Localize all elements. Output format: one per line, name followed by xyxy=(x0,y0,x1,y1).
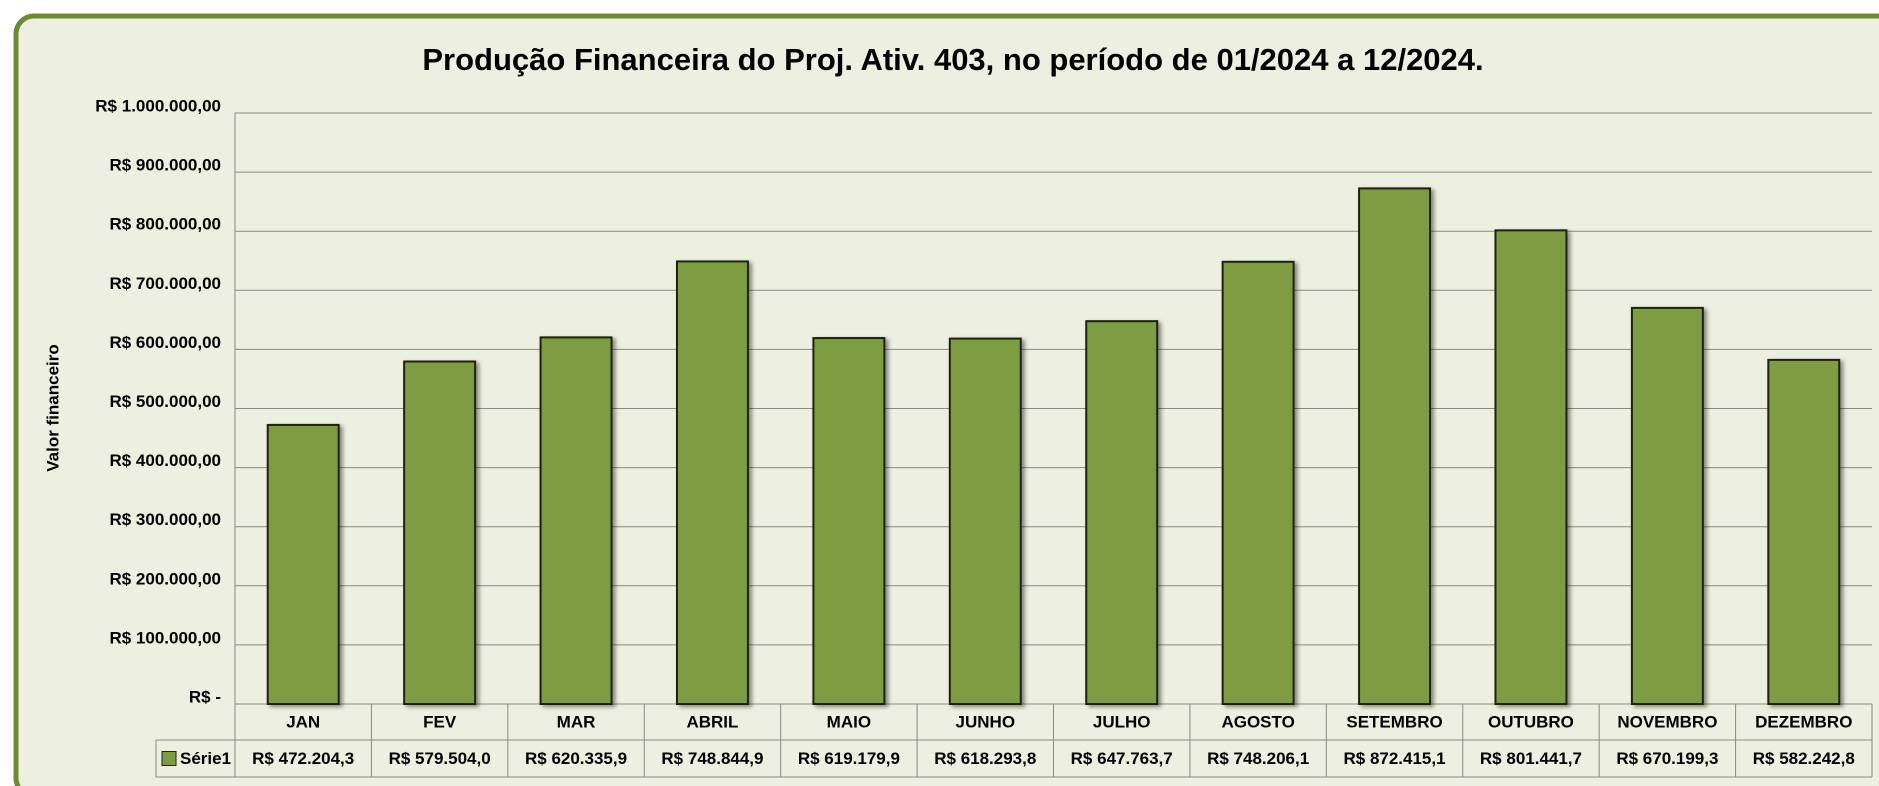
y-tick-label: R$ - xyxy=(189,687,221,706)
y-tick-label: R$ 1.000.000,00 xyxy=(95,96,221,115)
table-value: R$ 620.335,9 xyxy=(525,749,627,768)
bar xyxy=(539,336,613,705)
bar xyxy=(675,260,749,705)
y-tick-label: R$ 700.000,00 xyxy=(109,274,221,293)
y-tick-label: R$ 100.000,00 xyxy=(109,628,221,647)
bar xyxy=(1358,187,1432,706)
x-tick-label: ABRIL xyxy=(686,712,738,731)
x-tick-label: DEZEMBRO xyxy=(1755,712,1852,731)
bar xyxy=(1630,306,1704,705)
bar xyxy=(1767,358,1841,705)
y-tick-label: R$ 400.000,00 xyxy=(109,451,221,470)
table-value: R$ 801.441,7 xyxy=(1480,749,1582,768)
bar xyxy=(1085,320,1159,705)
table-value: R$ 647.763,7 xyxy=(1071,749,1173,768)
y-tick-label: R$ 200.000,00 xyxy=(109,569,221,588)
y-tick-label: R$ 800.000,00 xyxy=(109,215,221,234)
y-tick-label: R$ 600.000,00 xyxy=(109,333,221,352)
y-tick-label: R$ 500.000,00 xyxy=(109,392,221,411)
table-value: R$ 748.206,1 xyxy=(1207,749,1309,768)
chart-title: Produção Financeira do Proj. Ativ. 403, … xyxy=(422,42,1483,77)
legend-label: Série1 xyxy=(180,749,231,768)
table-value: R$ 670.199,3 xyxy=(1616,749,1718,768)
table-value: R$ 872.415,1 xyxy=(1343,749,1445,768)
bar xyxy=(403,360,477,705)
table-value: R$ 472.204,3 xyxy=(252,749,354,768)
bar xyxy=(812,337,886,705)
table-value: R$ 619.179,9 xyxy=(798,749,900,768)
bar xyxy=(1221,260,1295,705)
table-value: R$ 748.844,9 xyxy=(661,749,763,768)
x-tick-label: MAIO xyxy=(827,712,871,731)
table-value: R$ 579.504,0 xyxy=(389,749,491,768)
bar xyxy=(1494,229,1568,705)
x-tick-label: AGOSTO xyxy=(1221,712,1294,731)
table-value: R$ 582.242,8 xyxy=(1753,749,1855,768)
x-tick-label: SETEMBRO xyxy=(1346,712,1442,731)
y-axis-title: Valor financeiro xyxy=(43,344,62,472)
x-tick-label: NOVEMBRO xyxy=(1617,712,1717,731)
x-tick-label: JUNHO xyxy=(956,712,1016,731)
table-value: R$ 618.293,8 xyxy=(934,749,1036,768)
y-tick-label: R$ 900.000,00 xyxy=(109,156,221,175)
x-tick-label: JULHO xyxy=(1093,712,1151,731)
x-tick-label: OUTUBRO xyxy=(1488,712,1574,731)
bar xyxy=(948,337,1022,705)
x-tick-label: MAR xyxy=(557,712,596,731)
y-tick-label: R$ 300.000,00 xyxy=(109,510,221,529)
x-tick-label: FEV xyxy=(423,712,457,731)
bar xyxy=(266,423,340,705)
x-tick-label: JAN xyxy=(286,712,320,731)
legend-key xyxy=(161,751,177,766)
